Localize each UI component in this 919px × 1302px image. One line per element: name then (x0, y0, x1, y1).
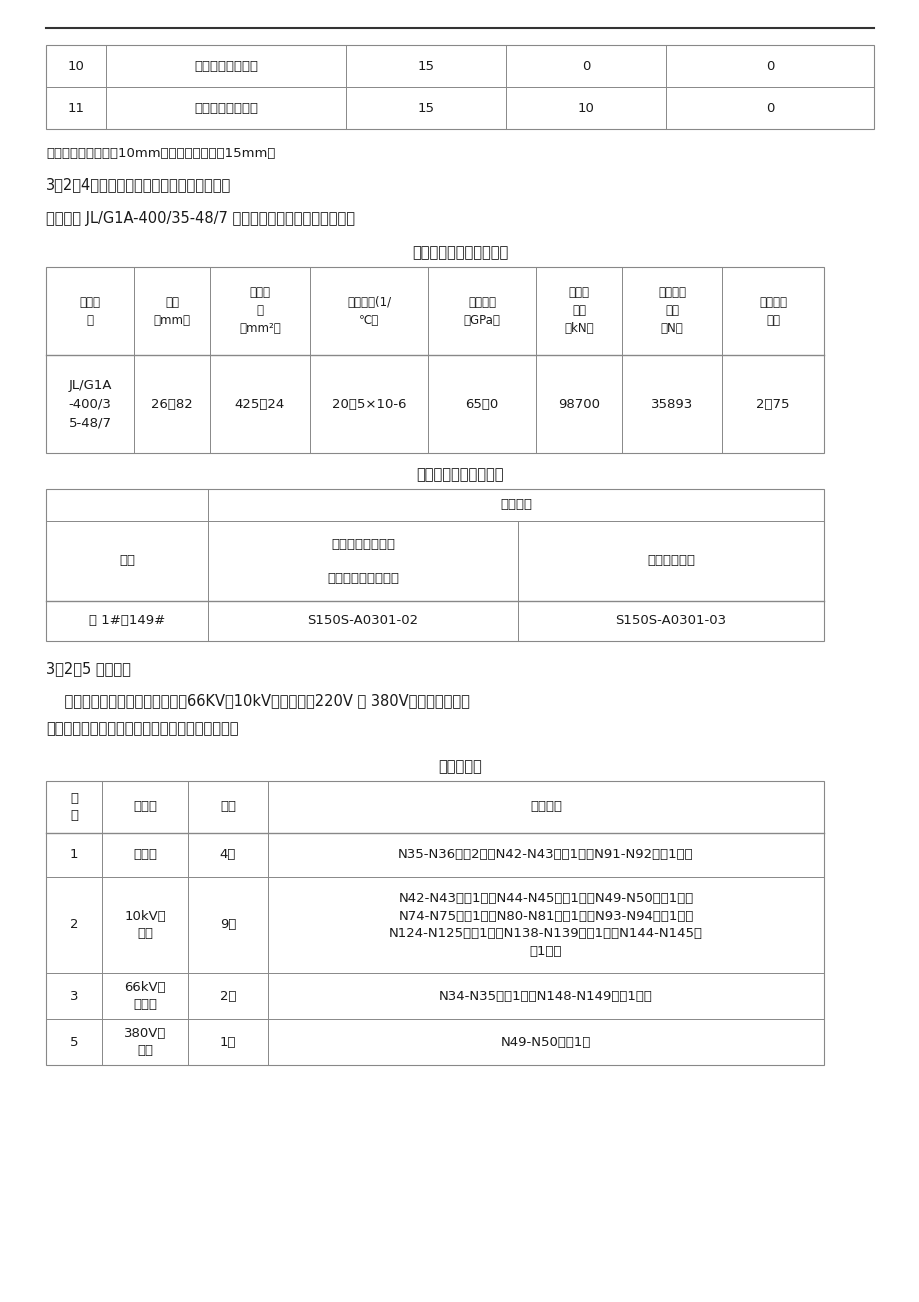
Text: N42-N43跨越1条、N44-N45跨越1条、N49-N50跨越1条、
N74-N75跨越1条、N80-N81跨越1条、N93-N94跨越1条、
N124-N: N42-N43跨越1条、N44-N45跨越1条、N49-N50跨越1条、 N74… (389, 892, 702, 958)
Text: 11: 11 (67, 102, 85, 115)
Text: 10kV电
力线: 10kV电 力线 (124, 910, 165, 940)
Text: N35-N36跨越2条、N42-N43跨越1条、N91-N92跨越1条、: N35-N36跨越2条、N42-N43跨越1条、N91-N92跨越1条、 (398, 849, 693, 862)
Text: 65．0: 65．0 (465, 397, 498, 410)
Text: 导线采用 JL/G1A-400/35-48/7 锤芯铝绞线。导线参数见下表：: 导线采用 JL/G1A-400/35-48/7 锤芯铝绞线。导线参数见下表： (46, 211, 355, 227)
Text: 外过电压（无风）: 外过电压（无风） (194, 60, 257, 73)
Text: N34-N35跨越1条、N148-N149跨越1条、: N34-N35跨越1条、N148-N149跨越1条、 (438, 990, 652, 1003)
Text: 5: 5 (70, 1035, 78, 1048)
Text: 2次: 2次 (220, 990, 236, 1003)
Text: 本标段主要交叉跨越物为公路、66KV、10kV、低压线（220V 或 380V）和通信线路、: 本标段主要交叉跨越物为公路、66KV、10kV、低压线（220V 或 380V）… (46, 693, 470, 708)
Text: 15: 15 (417, 60, 434, 73)
Text: 额定抗
拉力
（kN）: 额定抗 拉力 （kN） (563, 286, 593, 336)
Text: 0: 0 (765, 102, 774, 115)
Bar (46, 267, 823, 453)
Text: S150S-A0301-02: S150S-A0301-02 (307, 615, 418, 628)
Text: 区段: 区段 (119, 555, 135, 568)
Text: 4次: 4次 (220, 849, 236, 862)
Text: 序
号: 序 号 (70, 792, 78, 822)
Text: 380V电
力线: 380V电 力线 (124, 1027, 166, 1057)
Text: 1: 1 (70, 849, 78, 862)
Text: 通讯线: 通讯线 (133, 849, 157, 862)
Text: 20．5×10-6: 20．5×10-6 (332, 397, 406, 410)
Bar (46, 46, 873, 129)
Text: 66kV送
电线路: 66kV送 电线路 (124, 980, 165, 1012)
Text: 最大使用
张力
（N）: 最大使用 张力 （N） (657, 286, 686, 336)
Text: 0: 0 (765, 60, 774, 73)
Bar (46, 490, 823, 641)
Text: 注：导线覆冰厚度为10mm，地线覆冰厚度为15mm。: 注：导线覆冰厚度为10mm，地线覆冰厚度为15mm。 (46, 147, 275, 160)
Text: 综合截
面
（mm²）: 综合截 面 （mm²） (239, 286, 280, 336)
Text: 使用图号: 使用图号 (499, 499, 531, 512)
Text: 各区段导线使用图号表: 各区段导线使用图号表 (415, 467, 504, 482)
Bar (46, 781, 823, 1065)
Text: 98700: 98700 (558, 397, 599, 410)
Text: 导线安全
系数: 导线安全 系数 (758, 296, 786, 327)
Text: S150S-A0301-03: S150S-A0301-03 (615, 615, 726, 628)
Text: 3．2．5 交叉跨越: 3．2．5 交叉跨越 (46, 661, 130, 676)
Text: 主要河流等，主要交叉跨越物见交叉跨越明细表。: 主要河流等，主要交叉跨越物见交叉跨越明细表。 (46, 721, 238, 736)
Text: 跨越物: 跨越物 (133, 801, 157, 814)
Text: 1次: 1次 (220, 1035, 236, 1048)
Text: 电线型
号: 电线型 号 (79, 296, 100, 327)
Text: 导线架线曲线: 导线架线曲线 (646, 555, 694, 568)
Text: 直径
（mm）: 直径 （mm） (153, 296, 190, 327)
Text: 2．75: 2．75 (755, 397, 789, 410)
Text: 35893: 35893 (650, 397, 692, 410)
Text: N49-N50跨越1条: N49-N50跨越1条 (500, 1035, 591, 1048)
Text: 塔 1#～149#: 塔 1#～149# (89, 615, 165, 628)
Text: 2: 2 (70, 918, 78, 931)
Text: 0: 0 (581, 60, 590, 73)
Text: 交叉跨越表: 交叉跨越表 (437, 759, 482, 773)
Text: JL/G1A
-400/3
5-48/7: JL/G1A -400/3 5-48/7 (68, 379, 111, 430)
Text: 3: 3 (70, 990, 78, 1003)
Text: 导线力学特性曲线

（力学用、电气用）: 导线力学特性曲线 （力学用、电气用） (326, 538, 399, 585)
Text: 425．24: 425．24 (234, 397, 285, 410)
Text: 具体位置: 具体位置 (529, 801, 562, 814)
Text: 锤芯铝绞线主要技术参数: 锤芯铝绞线主要技术参数 (412, 245, 507, 260)
Text: 外过电压（有风）: 外过电压（有风） (194, 102, 257, 115)
Text: 膨胀系数(1/
℃）: 膨胀系数(1/ ℃） (346, 296, 391, 327)
Text: 9次: 9次 (220, 918, 236, 931)
Text: 10: 10 (577, 102, 594, 115)
Text: 次数: 次数 (220, 801, 236, 814)
Text: 弹性模量
（GPa）: 弹性模量 （GPa） (463, 296, 500, 327)
Text: 26．82: 26．82 (151, 397, 193, 410)
Text: 10: 10 (67, 60, 85, 73)
Text: 3．2．4导线型号及机械物理特性（见下表）: 3．2．4导线型号及机械物理特性（见下表） (46, 177, 231, 191)
Text: 15: 15 (417, 102, 434, 115)
